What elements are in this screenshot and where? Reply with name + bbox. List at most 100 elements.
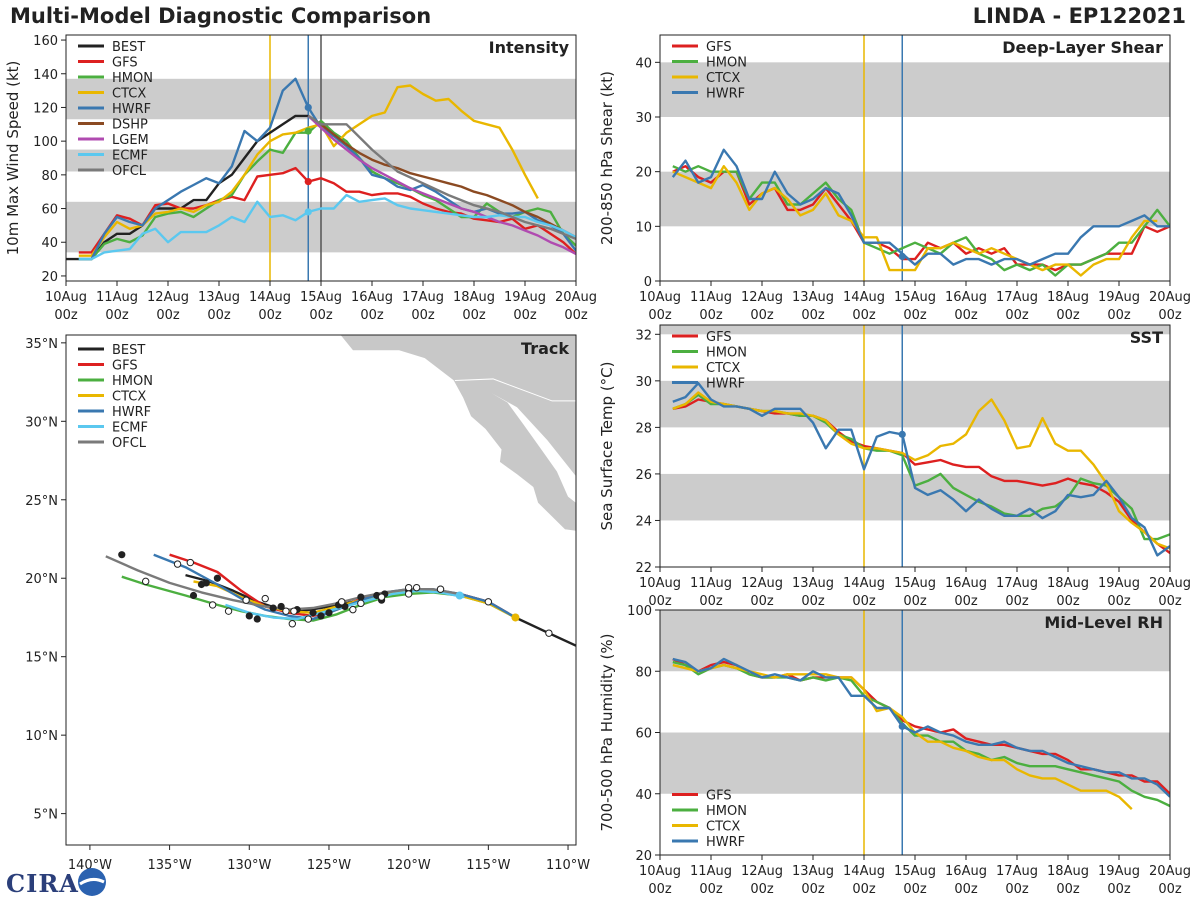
shear-current-point-hwrf: [898, 252, 906, 260]
sst-xtick-label: 14Aug: [843, 576, 885, 591]
rh-xtick-label: 10Aug: [639, 864, 681, 879]
intensity-current-point-ecmf: [304, 208, 312, 216]
track-point-open: [412, 583, 421, 592]
intensity-legend-label: OFCL: [112, 164, 147, 179]
rh-xtick-label: 00z: [1158, 882, 1182, 897]
intensity-xtick-label: 11Aug: [96, 290, 138, 305]
rh-shaded-band: [660, 732, 1170, 794]
intensity-xtick-label: 17Aug: [402, 290, 444, 305]
track-point-open: [208, 601, 217, 609]
intensity-ytick-label: 160: [33, 34, 58, 49]
intensity-line-hmon: [78, 119, 576, 261]
sst-legend-label: CTCX: [706, 361, 740, 376]
panel-shear: 0 10 20 30 40 10Aug 00z 11Aug 00z 12Aug 00z 13Aug 00…: [598, 34, 1191, 323]
track-point-open: [404, 583, 413, 592]
intensity-xtick-label: 00z: [105, 308, 129, 323]
rh-xtick-label: 13Aug: [792, 864, 834, 879]
panel-sst: 22 24 26 28 30 32 10Aug 00z 11Aug 00z 12Aug 00z 13Au…: [598, 324, 1191, 609]
intensity-xtick-label: 10Aug: [45, 290, 87, 305]
intensity-xtick-label: 18Aug: [453, 290, 495, 305]
intensity-xtick-label: 00z: [564, 308, 588, 323]
sst-xtick-label: 13Aug: [792, 576, 834, 591]
sst-line-ctcx: [672, 391, 1170, 550]
sst-ytick-label: 32: [635, 328, 652, 343]
track-current-position: [455, 591, 464, 600]
rh-xtick-label: 00z: [1005, 882, 1029, 897]
intensity-ytick-label: 100: [33, 135, 58, 150]
rh-xtick-label: 00z: [954, 882, 978, 897]
intensity-xtick-label: 15Aug: [300, 290, 342, 305]
rh-shaded-band: [660, 610, 1170, 672]
intensity-ytick-label: 20: [41, 270, 58, 285]
intensity-line-best: [66, 114, 309, 261]
sst-ytick-label: 30: [635, 375, 652, 390]
sst-xtick-label: 19Aug: [1098, 576, 1140, 591]
track-point-open: [224, 607, 233, 615]
intensity-current-point-hwrf: [304, 103, 312, 112]
track-xtick-label: 110°W: [546, 858, 590, 873]
track-point-open: [261, 594, 269, 603]
rh-ylabel: 700-500 hPa Humidity (%): [598, 633, 616, 831]
sst-xtick-label: 16Aug: [945, 576, 987, 591]
intensity-legend-label: HMON: [112, 71, 153, 86]
track-point: [269, 604, 277, 612]
shear-xtick-label: 17Aug: [996, 290, 1038, 305]
rh-xtick-label: 14Aug: [843, 864, 885, 879]
track-ytick-label: 25°N: [25, 494, 58, 509]
shear-xtick-label: 00z: [648, 308, 672, 323]
sst-xtick-label: 00z: [648, 594, 672, 609]
track-point-open: [242, 596, 250, 604]
rh-panel-title: Mid-Level RH: [1044, 613, 1163, 632]
intensity-xtick-label: 00z: [309, 308, 333, 323]
shear-line-ctcx: [672, 164, 1158, 277]
shear-legend-label: HWRF: [706, 87, 745, 102]
shear-shaded-band: [660, 62, 1170, 117]
track-legend-label: HWRF: [112, 405, 151, 420]
sst-legend-label: HMON: [706, 346, 747, 361]
rh-xtick-label: 00z: [1107, 882, 1131, 897]
sst-ytick-label: 28: [635, 421, 652, 436]
sst-xtick-label: 11Aug: [690, 576, 732, 591]
track-legend-label: GFS: [112, 359, 138, 374]
track-point: [197, 580, 206, 589]
sst-xtick-label: 00z: [1158, 594, 1182, 609]
intensity-ylabel: 10m Max Wind Speed (kt): [4, 61, 22, 256]
sst-ytick-label: 22: [635, 561, 652, 576]
track-point-open: [173, 560, 182, 568]
panel-rh: 20 40 60 80 100 10Aug 00z 11Aug 00z 12Aug 00z 13Aug…: [598, 604, 1191, 897]
shear-xtick-label: 00z: [1107, 308, 1131, 323]
rh-xtick-label: 00z: [801, 882, 825, 897]
shear-ytick-label: 10: [635, 220, 652, 235]
shear-legend-label: CTCX: [706, 71, 740, 86]
shear-xtick-label: 19Aug: [1098, 290, 1140, 305]
track-ytick-label: 35°N: [25, 337, 58, 352]
track-ytick-label: 5°N: [34, 808, 59, 823]
shear-xtick-label: 00z: [750, 308, 774, 323]
track-point: [245, 612, 253, 620]
intensity-ytick-label: 60: [41, 203, 58, 218]
rh-xtick-label: 00z: [852, 882, 876, 897]
sst-series-group: [672, 382, 1170, 557]
shear-xtick-label: 18Aug: [1047, 290, 1089, 305]
track-point: [118, 551, 126, 559]
intensity-xtick-label: 00z: [513, 308, 537, 323]
rh-xtick-label: 20Aug: [1149, 864, 1191, 879]
track-point: [325, 609, 333, 617]
shear-xtick-label: 12Aug: [741, 290, 783, 305]
intensity-xtick-label: 19Aug: [504, 290, 546, 305]
shear-ylabel: 200-850 hPa Shear (kt): [598, 71, 616, 245]
rh-xtick-label: 00z: [750, 882, 774, 897]
intensity-xtick-label: 20Aug: [555, 290, 597, 305]
track-point: [277, 602, 285, 611]
track-initial-position: [511, 613, 520, 622]
track-point-open: [304, 615, 312, 623]
shear-ytick-label: 40: [635, 56, 652, 71]
track-xtick-label: 115°W: [466, 858, 510, 873]
intensity-legend-label: HWRF: [112, 102, 151, 117]
intensity-xtick-label: 16Aug: [351, 290, 393, 305]
track-xtick-label: 135°W: [148, 858, 192, 873]
track-point-open: [404, 590, 413, 598]
shear-xtick-label: 16Aug: [945, 290, 987, 305]
figure-title: Multi-Model Diagnostic Comparison: [10, 4, 432, 28]
track-point: [213, 574, 222, 582]
